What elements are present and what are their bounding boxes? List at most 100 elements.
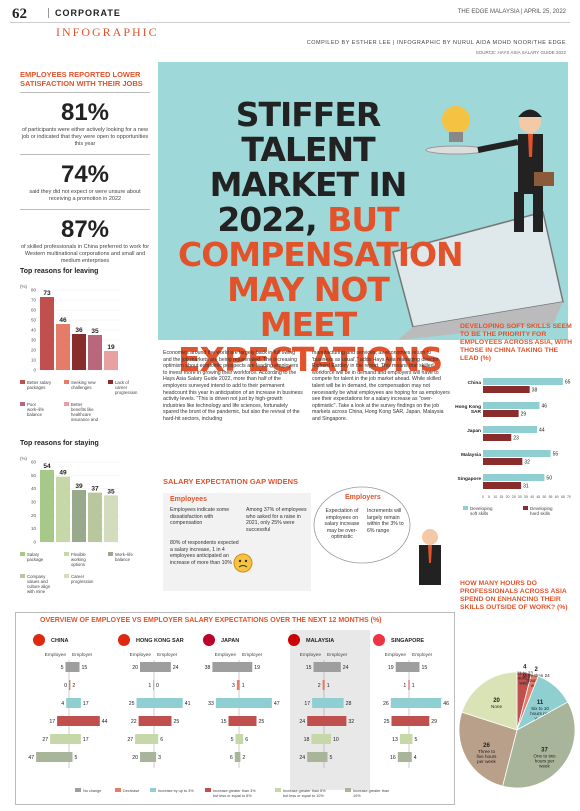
bar <box>483 410 519 417</box>
body-column-1: Economies around the world are largely b… <box>163 350 303 422</box>
stat-value: 74% <box>60 161 110 188</box>
bar-value-label: 35 <box>91 328 99 335</box>
leaving-chart-title: Top reasons for leaving <box>20 268 99 275</box>
legend-label: benefits like <box>71 407 94 412</box>
bar <box>36 752 69 762</box>
bar <box>483 402 540 409</box>
legend-swatch <box>463 506 468 510</box>
pie-slice-label: per week <box>477 759 496 764</box>
legend-label: Flexible <box>71 552 86 557</box>
legend-label: Work–life <box>115 552 133 557</box>
skills-chart-title: DEVELOPING SOFT SKILLS SEEM TO BE THE PR… <box>460 323 573 362</box>
bar <box>409 662 420 672</box>
businessman-icon <box>477 109 554 232</box>
y-tick-label: 70 <box>31 298 37 303</box>
pie-slice-label: five hours <box>477 754 498 759</box>
column-label: Employee <box>215 652 237 658</box>
column-label: Employee <box>130 652 152 658</box>
employers-bubble <box>313 486 411 564</box>
legend-label: Lack of <box>115 380 130 385</box>
x-tick-label: 70 <box>567 495 571 499</box>
bar <box>136 698 154 708</box>
stat-text: of skilled professionals in China prefer… <box>20 244 150 264</box>
section-sublabel: INFOGRAPHIC <box>56 25 159 39</box>
bar-value-label: 18 <box>304 737 310 743</box>
flag-icon <box>118 634 130 646</box>
legend-label: Seeking new <box>71 380 97 385</box>
country-label: CHINA <box>51 638 68 644</box>
bar <box>409 698 442 708</box>
legend-swatch <box>275 788 281 792</box>
bar <box>69 752 73 762</box>
headline-line1: STIFFER TALENT MARKET IN 2022, <box>209 95 408 239</box>
bar-value-label: 44 <box>539 428 545 434</box>
bar <box>312 698 324 708</box>
divider <box>20 154 150 155</box>
bar <box>154 734 159 744</box>
gap-employers-point: Expectation of employees on salary incre… <box>324 508 360 541</box>
bar <box>239 698 272 708</box>
legend-label: insurance and <box>71 417 99 422</box>
bar-value-label: 46 <box>542 404 548 410</box>
legend-label: Increase greater than 6% <box>283 789 326 793</box>
bar <box>324 662 341 672</box>
legend-label: options <box>71 562 85 567</box>
x-tick-label: 40 <box>530 495 534 499</box>
y-tick-label: 60 <box>31 460 37 465</box>
stat-value: 81% <box>60 99 110 126</box>
bar-value-label: 25 <box>384 719 390 725</box>
y-tick-label: 30 <box>31 500 37 505</box>
bar-value-label: 17 <box>304 701 310 707</box>
bar-value-label: 1 <box>327 683 330 689</box>
legend-label: culture align <box>27 584 51 589</box>
satisfaction-title: EMPLOYEES REPORTED LOWER SATISFACTION WI… <box>20 70 143 88</box>
bar <box>212 662 239 672</box>
pie-value-label: 26 <box>483 743 490 749</box>
x-tick-label: 50 <box>542 495 546 499</box>
legend-swatch <box>64 574 69 578</box>
pie-slice-label: week <box>539 763 550 768</box>
bar <box>311 734 324 744</box>
legend-label: but less or equal to 6% <box>213 794 252 798</box>
legend-swatch <box>20 552 25 556</box>
source-note: SOURCE: HAYS ASIA SALARY GUIDE 2022 <box>475 50 566 55</box>
y-tick-label: 40 <box>31 486 37 491</box>
country-label: SINGAPORE <box>391 638 424 644</box>
bar-value-label: 35 <box>107 488 115 495</box>
legend-label: soft skills <box>470 511 489 516</box>
bar-value-label: 1 <box>403 683 406 689</box>
bar-value-label: 5 <box>231 737 234 743</box>
bar-value-label: 6 <box>245 737 248 743</box>
legend-label: Increase greater than 3% <box>213 789 256 793</box>
worried-face-icon <box>233 553 253 573</box>
employers-label: Employers <box>345 494 381 501</box>
column-label: Employer <box>242 652 263 658</box>
bar <box>324 734 331 744</box>
bar <box>56 476 70 542</box>
bar-value-label: 0 <box>64 683 67 689</box>
bar-value-label: 19 <box>107 344 115 351</box>
flag-icon <box>373 634 385 646</box>
page-number: 62 <box>12 6 27 22</box>
pie-slice <box>461 671 518 731</box>
bar-value-label: 19 <box>388 665 394 671</box>
bar <box>72 490 86 542</box>
gap-employees-point: 80% of respondents expected a salary inc… <box>170 540 239 566</box>
x-tick-label: 45 <box>536 495 540 499</box>
column-label: Employee <box>300 652 322 658</box>
bar-value-label: 1 <box>242 683 245 689</box>
legend-label: hard skills <box>530 511 551 516</box>
laptop-icon <box>392 211 564 340</box>
bar-value-label: 5 <box>75 755 78 761</box>
bar-value-label: 36 <box>75 327 83 334</box>
gap-employees-box <box>163 493 311 591</box>
legend-swatch <box>20 380 25 384</box>
pie-slice-label: One to two <box>533 753 556 758</box>
bar <box>397 752 409 762</box>
category-label: Japan <box>467 428 481 434</box>
legend-label: Better salary <box>27 380 52 385</box>
bar-value-label: 32 <box>348 719 354 725</box>
bar <box>228 716 239 726</box>
legend-swatch <box>64 402 69 406</box>
